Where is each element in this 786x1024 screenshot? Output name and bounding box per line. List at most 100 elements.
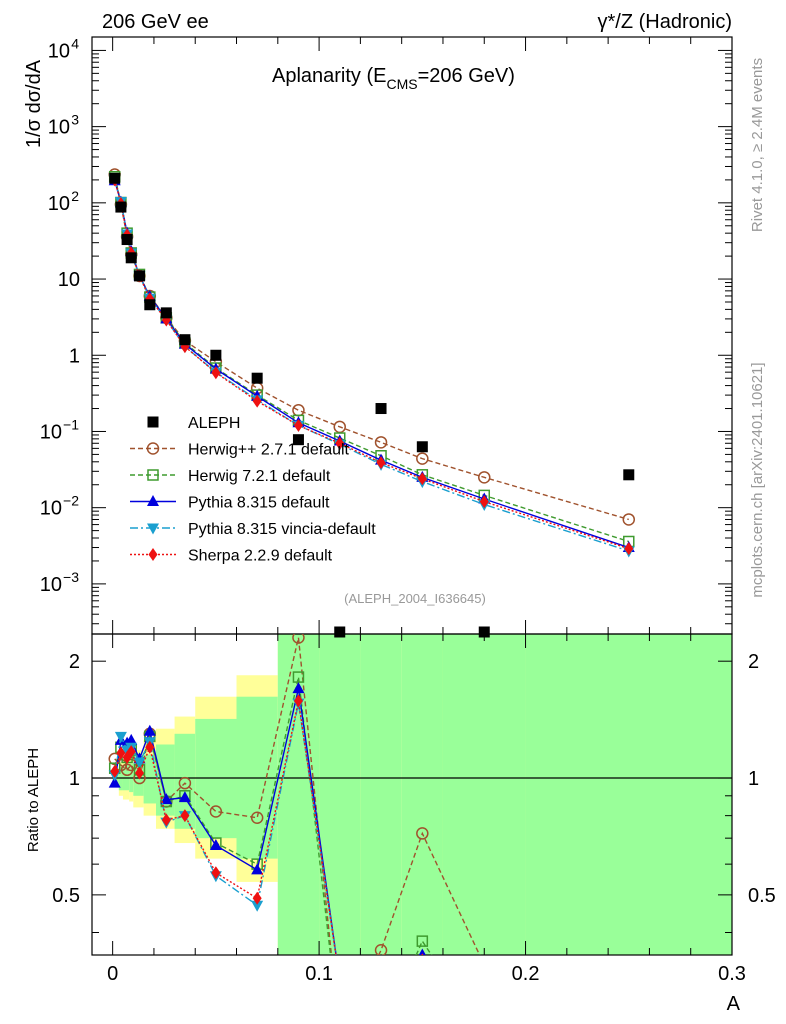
legend-label: Herwig 7.2.1 default: [188, 468, 331, 485]
series-point: [335, 436, 345, 450]
data-point: [292, 434, 304, 446]
series-point: [292, 403, 305, 417]
ratio-point: [335, 974, 344, 987]
ratio-point: [250, 811, 264, 825]
ratio-point: [134, 766, 144, 780]
series-point: [416, 452, 429, 465]
series-point: [376, 456, 386, 470]
ratio-point: [125, 733, 138, 745]
y-tick-exponent: −1: [63, 416, 79, 432]
ratio-point: [416, 960, 428, 971]
legend: ALEPH Herwig++ 2.7.1 default Herwig 7.2.1 …: [130, 415, 376, 565]
legend-marker: [147, 416, 159, 428]
y-tick-label: 10: [48, 117, 70, 139]
series-point: [624, 542, 634, 556]
header-right: γ*/Z (Hadronic): [598, 11, 732, 33]
x-axis-label: A: [727, 993, 741, 1015]
stat-band-bin: [525, 634, 732, 955]
y-tick-label: 10: [48, 40, 70, 62]
ratio-point: [133, 757, 146, 769]
ratio-point: [418, 948, 426, 955]
stat-band-bin: [401, 634, 443, 955]
chart-title: Aplanarity (ECMS=206 GeV): [272, 65, 515, 92]
x-tick-label: 0.2: [512, 963, 540, 985]
ratio-panel-frame: [91, 633, 733, 956]
legend-label: ALEPH: [188, 415, 240, 432]
legend-marker: [148, 548, 158, 561]
legend-label: Sherpa 2.2.9 default: [188, 548, 333, 565]
ratio-point: [374, 944, 388, 955]
ratio-point: [416, 935, 429, 947]
ratio-point: [116, 746, 126, 760]
legend-marker: [147, 523, 159, 535]
y-axis-label: 1/σ dσ/dA: [23, 59, 45, 148]
ratio-point: [421, 953, 424, 955]
ratio-point: [209, 805, 223, 818]
series-line: [114, 179, 629, 550]
y-tick-exponent: 4: [71, 35, 79, 51]
ratio-axes: 0 0.1 0.2 0.3 0.5 0.5 1 1 2 2: [52, 634, 776, 985]
data-point: [160, 307, 172, 319]
ratio-point: [126, 745, 136, 759]
ratio-point: [251, 863, 264, 875]
y-tick-exponent: −3: [63, 569, 79, 585]
ratio-point: [143, 724, 156, 736]
y-tick-exponent: 3: [71, 112, 79, 128]
y-tick-exponent: 2: [71, 188, 79, 204]
ratio-point: [178, 776, 192, 790]
legend-marker: [147, 495, 159, 506]
data-point: [121, 234, 133, 246]
ratio-uncertainty-bands: [112, 634, 732, 955]
data-point: [416, 441, 428, 453]
header-left: 206 GeV ee: [102, 11, 209, 33]
ratio-point: [252, 891, 262, 905]
data-point: [623, 469, 635, 481]
ratio-point: [292, 634, 305, 644]
series-point: [622, 513, 636, 526]
stat-band-bin: [319, 634, 361, 955]
y-tick-label: 1: [69, 345, 80, 367]
data-point: [144, 299, 156, 311]
series-point: [374, 436, 388, 449]
stat-band-bin: [442, 634, 526, 955]
series-line: [114, 176, 629, 543]
data-point: [334, 626, 346, 638]
mcplots-label: mcplots.cern.ch [arXiv:2401.10621]: [749, 362, 766, 597]
ratio-point: [292, 682, 305, 694]
ratio-tick-label-right: 0.5: [748, 885, 776, 907]
ratio-tick-label-right: 2: [748, 651, 759, 673]
ratio-line: [114, 637, 481, 955]
stat-band-bin: [143, 754, 156, 804]
stat-band-bin: [360, 634, 402, 955]
ratio-point: [114, 731, 127, 743]
y-tick-exponent: −2: [63, 493, 79, 509]
y-tick-label: 10: [40, 498, 62, 520]
y-tick-label: 10: [40, 421, 62, 443]
ratio-point: [110, 764, 120, 778]
x-tick-label: 0: [107, 963, 118, 985]
data-point: [478, 626, 490, 638]
series-point: [479, 495, 489, 509]
series-line: [114, 180, 629, 549]
x-tick-label: 0.3: [718, 963, 746, 985]
ratio-tick-label: 2: [69, 651, 80, 673]
ratio-point: [416, 827, 429, 840]
legend-label: Herwig++ 2.7.1 default: [188, 442, 350, 459]
series-point: [478, 471, 491, 484]
ratio-point: [211, 866, 221, 880]
ratio-tick-label: 0.5: [52, 885, 80, 907]
ratio-tick-label: 1: [69, 768, 80, 790]
legend-marker: [146, 442, 160, 455]
ratio-point: [293, 694, 303, 708]
series-point: [417, 472, 427, 486]
main-plot-area: [108, 168, 636, 638]
ratio-point: [178, 791, 191, 803]
data-point: [109, 172, 121, 184]
ratio-point: [160, 793, 173, 805]
legend-label: Pythia 8.315 vincia-default: [188, 521, 376, 538]
ratio-axis-label: Ratio to ALEPH: [25, 748, 42, 852]
series-point: [211, 366, 221, 380]
data-point: [179, 334, 191, 346]
